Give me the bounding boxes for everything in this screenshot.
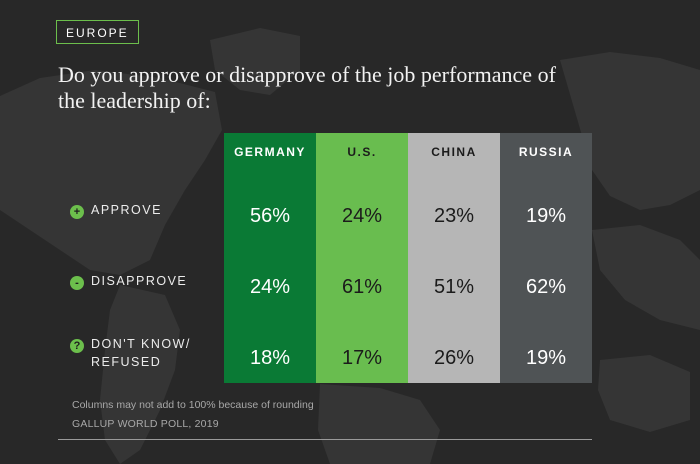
column-germany: GERMANY 56% 24% 18% bbox=[224, 133, 316, 383]
rounding-footnote: Columns may not add to 100% because of r… bbox=[72, 399, 314, 411]
row-label-line: DON'T KNOW/ bbox=[91, 337, 191, 351]
cell-approve-u-s: 24% bbox=[341, 205, 383, 227]
column-header-u-s: U.S. bbox=[347, 145, 377, 159]
source-label: GALLUP WORLD POLL, 2019 bbox=[72, 418, 219, 430]
question-icon: ? bbox=[70, 339, 84, 353]
column-russia: RUSSIA 19% 62% 19% bbox=[500, 133, 592, 383]
cell-disapprove-russia: 62% bbox=[525, 276, 567, 298]
cell-don-t-know-china: 26% bbox=[433, 347, 475, 369]
cell-disapprove-u-s: 61% bbox=[341, 276, 383, 298]
cell-approve-germany: 56% bbox=[249, 205, 291, 227]
column-header-russia: RUSSIA bbox=[518, 145, 574, 159]
minus-icon: - bbox=[70, 276, 84, 290]
cell-don-t-know-russia: 19% bbox=[525, 347, 567, 369]
plus-icon: + bbox=[70, 205, 84, 219]
column-header-germany: GERMANY bbox=[234, 145, 306, 159]
column-china: CHINA 23% 51% 26% bbox=[408, 133, 500, 383]
column-u-s: U.S. 24% 61% 17% bbox=[316, 133, 408, 383]
row-label-approve: + APPROVE bbox=[70, 201, 162, 219]
row-label-don-t-know: ? DON'T KNOW/REFUSED bbox=[70, 335, 191, 371]
region-badge: EUROPE bbox=[56, 20, 139, 44]
row-label-line: REFUSED bbox=[91, 355, 162, 369]
cell-approve-china: 23% bbox=[433, 205, 475, 227]
cell-don-t-know-germany: 18% bbox=[249, 347, 291, 369]
column-header-china: CHINA bbox=[431, 145, 477, 159]
question-title: Do you approve or disapprove of the job … bbox=[58, 62, 556, 113]
bottom-divider bbox=[58, 439, 592, 440]
row-label-line: DISAPPROVE bbox=[91, 274, 188, 288]
cell-disapprove-china: 51% bbox=[433, 276, 475, 298]
cell-don-t-know-u-s: 17% bbox=[341, 347, 383, 369]
row-label-disapprove: - DISAPPROVE bbox=[70, 272, 187, 290]
cell-disapprove-germany: 24% bbox=[249, 276, 291, 298]
cell-approve-russia: 19% bbox=[525, 205, 567, 227]
row-label-line: APPROVE bbox=[91, 203, 162, 217]
